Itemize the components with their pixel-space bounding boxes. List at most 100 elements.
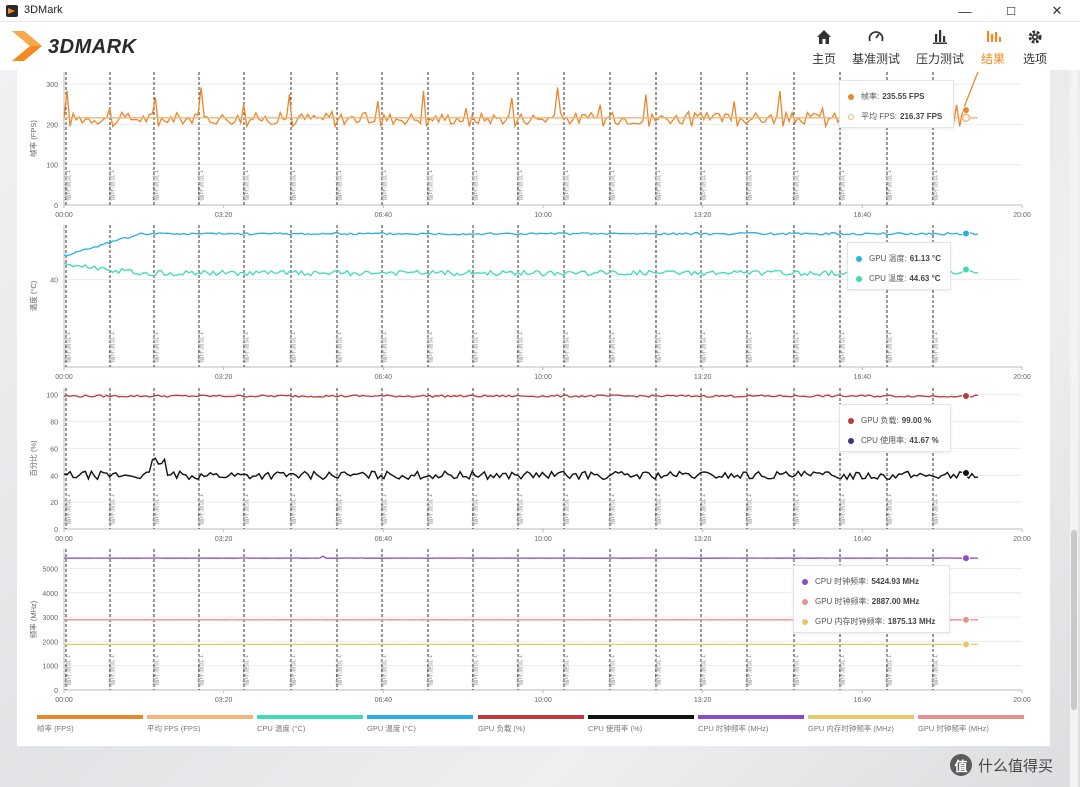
legend-swatch xyxy=(367,715,473,719)
legend-item-gpu-temp[interactable]: GPU 温度 (°C) xyxy=(367,713,473,735)
y-tick-label: 20 xyxy=(50,500,58,507)
loop-marker-label: 循环测试 1 xyxy=(151,169,160,201)
loop-marker-label: 循环测试 1 xyxy=(744,169,753,201)
loop-marker-label: 循环测试 1 xyxy=(63,654,72,686)
loop-marker-label: 循环测试 1 xyxy=(379,654,388,686)
series-end-dot xyxy=(962,229,970,238)
loop-marker-label: 循环测试 1 xyxy=(930,331,939,363)
loop-marker-label: 循环测试 1 xyxy=(791,169,800,201)
loop-marker-label: 循环测试 1 xyxy=(107,331,116,363)
x-tick-label: 13:20 xyxy=(694,374,712,381)
y-tick-label: 0 xyxy=(54,527,58,534)
loop-marker-label: 循环测试 1 xyxy=(698,331,707,363)
scrollbar-thumb[interactable] xyxy=(1071,530,1077,710)
loop-marker-label: 循环测试 1 xyxy=(698,493,707,525)
loop-marker-label: 循环测试 1 xyxy=(607,169,616,201)
series-name: 帧率 xyxy=(861,92,877,101)
minimize-button[interactable]: — xyxy=(958,3,972,19)
loop-marker-label: 循环测试 1 xyxy=(884,331,893,363)
legend-item-fps[interactable]: 帧率 (FPS) xyxy=(37,713,143,735)
loop-marker-label: 循环测试 1 xyxy=(930,654,939,686)
legend-label: CPU 温度 (°C) xyxy=(257,724,306,733)
legend-item-cpu-temp[interactable]: CPU 温度 (°C) xyxy=(257,713,363,735)
loop-marker-label: 循环测试 1 xyxy=(653,654,662,686)
loop-marker-label: 循环测试 1 xyxy=(470,493,479,525)
loop-marker-label: 循环测试 1 xyxy=(653,493,662,525)
loop-marker-label: 循环测试 1 xyxy=(930,493,939,525)
loop-marker-label: 循环测试 1 xyxy=(196,169,205,201)
x-tick-label: 03:20 xyxy=(215,374,233,381)
tooltip-row: 平均 FPS:216.37 FPS xyxy=(848,111,942,122)
nav-results[interactable]: 结果 xyxy=(963,24,1023,68)
series-end-dot xyxy=(962,265,970,274)
legend-label: GPU 内存时钟频率 (MHz) xyxy=(808,724,894,733)
maximize-button[interactable]: ☐ xyxy=(1006,5,1016,18)
nav-label: 主页 xyxy=(811,52,836,66)
loop-marker-label: 循环测试 1 xyxy=(334,331,343,363)
cpu-temp-dot-icon xyxy=(856,275,862,282)
legend-item-avg-fps[interactable]: 平均 FPS (FPS) xyxy=(147,713,253,735)
logo-chevron-icon xyxy=(12,31,42,61)
x-tick-label: 16:40 xyxy=(854,212,872,219)
tooltip-row: GPU 温度:61.13 °C xyxy=(856,253,941,264)
x-tick-label: 00:00 xyxy=(55,212,73,219)
nav-options[interactable]: 选项 xyxy=(1005,24,1065,68)
loop-marker-label: 循环测试 1 xyxy=(288,331,297,363)
loop-marker-label: 循环测试 1 xyxy=(379,169,388,201)
series-end-dot xyxy=(961,113,971,123)
legend-item-cpu-usage[interactable]: CPU 使用率 (%) xyxy=(588,713,694,735)
title-bar: 3DMark — ☐ ✕ xyxy=(0,0,1080,22)
legend-item-gpu-mem-clock[interactable]: GPU 内存时钟频率 (MHz) xyxy=(808,713,914,735)
watermark-text: 什么值得买 xyxy=(978,757,1054,775)
y-tick-label: 100 xyxy=(46,393,58,400)
nav-stress-tests[interactable]: 压力测试 xyxy=(910,24,970,68)
loop-marker-label: 循环测试 1 xyxy=(884,493,893,525)
legend-item-gpu-load[interactable]: GPU 负载 (%) xyxy=(478,713,584,735)
y-tick-label: 100 xyxy=(46,163,58,170)
legend-item-gpu-clock[interactable]: GPU 时钟频率 (MHz) xyxy=(918,713,1024,735)
x-tick-label: 03:20 xyxy=(215,212,233,219)
tooltip-row: GPU 时钟频率:2887.00 MHz xyxy=(802,596,919,607)
x-tick-label: 20:00 xyxy=(1013,374,1031,381)
x-tick-label: 10:00 xyxy=(534,374,552,381)
legend-item-cpu-clock[interactable]: CPU 时钟频率 (MHz) xyxy=(698,713,804,735)
brand-wordmark: 3DMARK xyxy=(48,36,137,58)
loop-marker-label: 循环测试 1 xyxy=(561,331,570,363)
loop-marker-label: 循环测试 1 xyxy=(425,169,434,201)
y-tick-label: 40 xyxy=(50,473,58,480)
series-name: GPU 温度 xyxy=(869,254,905,263)
loop-marker-label: 循环测试 1 xyxy=(791,331,800,363)
close-button[interactable]: ✕ xyxy=(1051,3,1063,18)
series-name: CPU 温度 xyxy=(869,274,905,283)
series-line xyxy=(63,262,979,277)
scrollbar-track[interactable] xyxy=(1070,70,1078,787)
loop-marker-label: 循环测试 1 xyxy=(334,169,343,201)
loop-marker-label: 循环测试 1 xyxy=(744,654,753,686)
series-line xyxy=(63,394,978,398)
3dmark-logo[interactable]: 3DMARK xyxy=(10,27,170,65)
x-tick-label: 20:00 xyxy=(1013,697,1031,704)
loop-marker-label: 循环测试 1 xyxy=(379,331,388,363)
x-tick-label: 10:00 xyxy=(534,212,552,219)
loop-marker-label: 循环测试 1 xyxy=(837,654,846,686)
series-value: 41.67 % xyxy=(909,436,939,445)
loop-marker-label: 循环测试 1 xyxy=(561,654,570,686)
legend-swatch xyxy=(37,715,143,719)
loop-marker-label: 循环测试 1 xyxy=(107,654,116,686)
series-value: 235.55 FPS xyxy=(882,92,925,101)
loop-marker-label: 循环测试 1 xyxy=(607,654,616,686)
series-value: 99.00 % xyxy=(901,416,932,425)
x-tick-label: 13:20 xyxy=(694,536,712,543)
tooltip-temperature: GPU 温度:61.13 °C CPU 温度:44.63 °C xyxy=(847,242,951,290)
loop-marker-label: 循环测试 1 xyxy=(63,169,72,201)
tooltip-percent: GPU 负载:99.00 % CPU 使用率:41.67 % xyxy=(839,404,951,452)
loop-marker-label: 循环测试 1 xyxy=(425,493,434,525)
nav-home[interactable]: 主页 xyxy=(794,24,854,68)
loop-marker-label: 循环测试 1 xyxy=(837,169,846,201)
nav-benchmarks[interactable]: 基准测试 xyxy=(846,24,906,68)
loop-marker-label: 循环测试 1 xyxy=(470,169,479,201)
loop-marker-label: 循环测试 1 xyxy=(791,654,800,686)
y-tick-label: 3000 xyxy=(42,615,58,622)
loop-marker-label: 循环测试 1 xyxy=(698,654,707,686)
